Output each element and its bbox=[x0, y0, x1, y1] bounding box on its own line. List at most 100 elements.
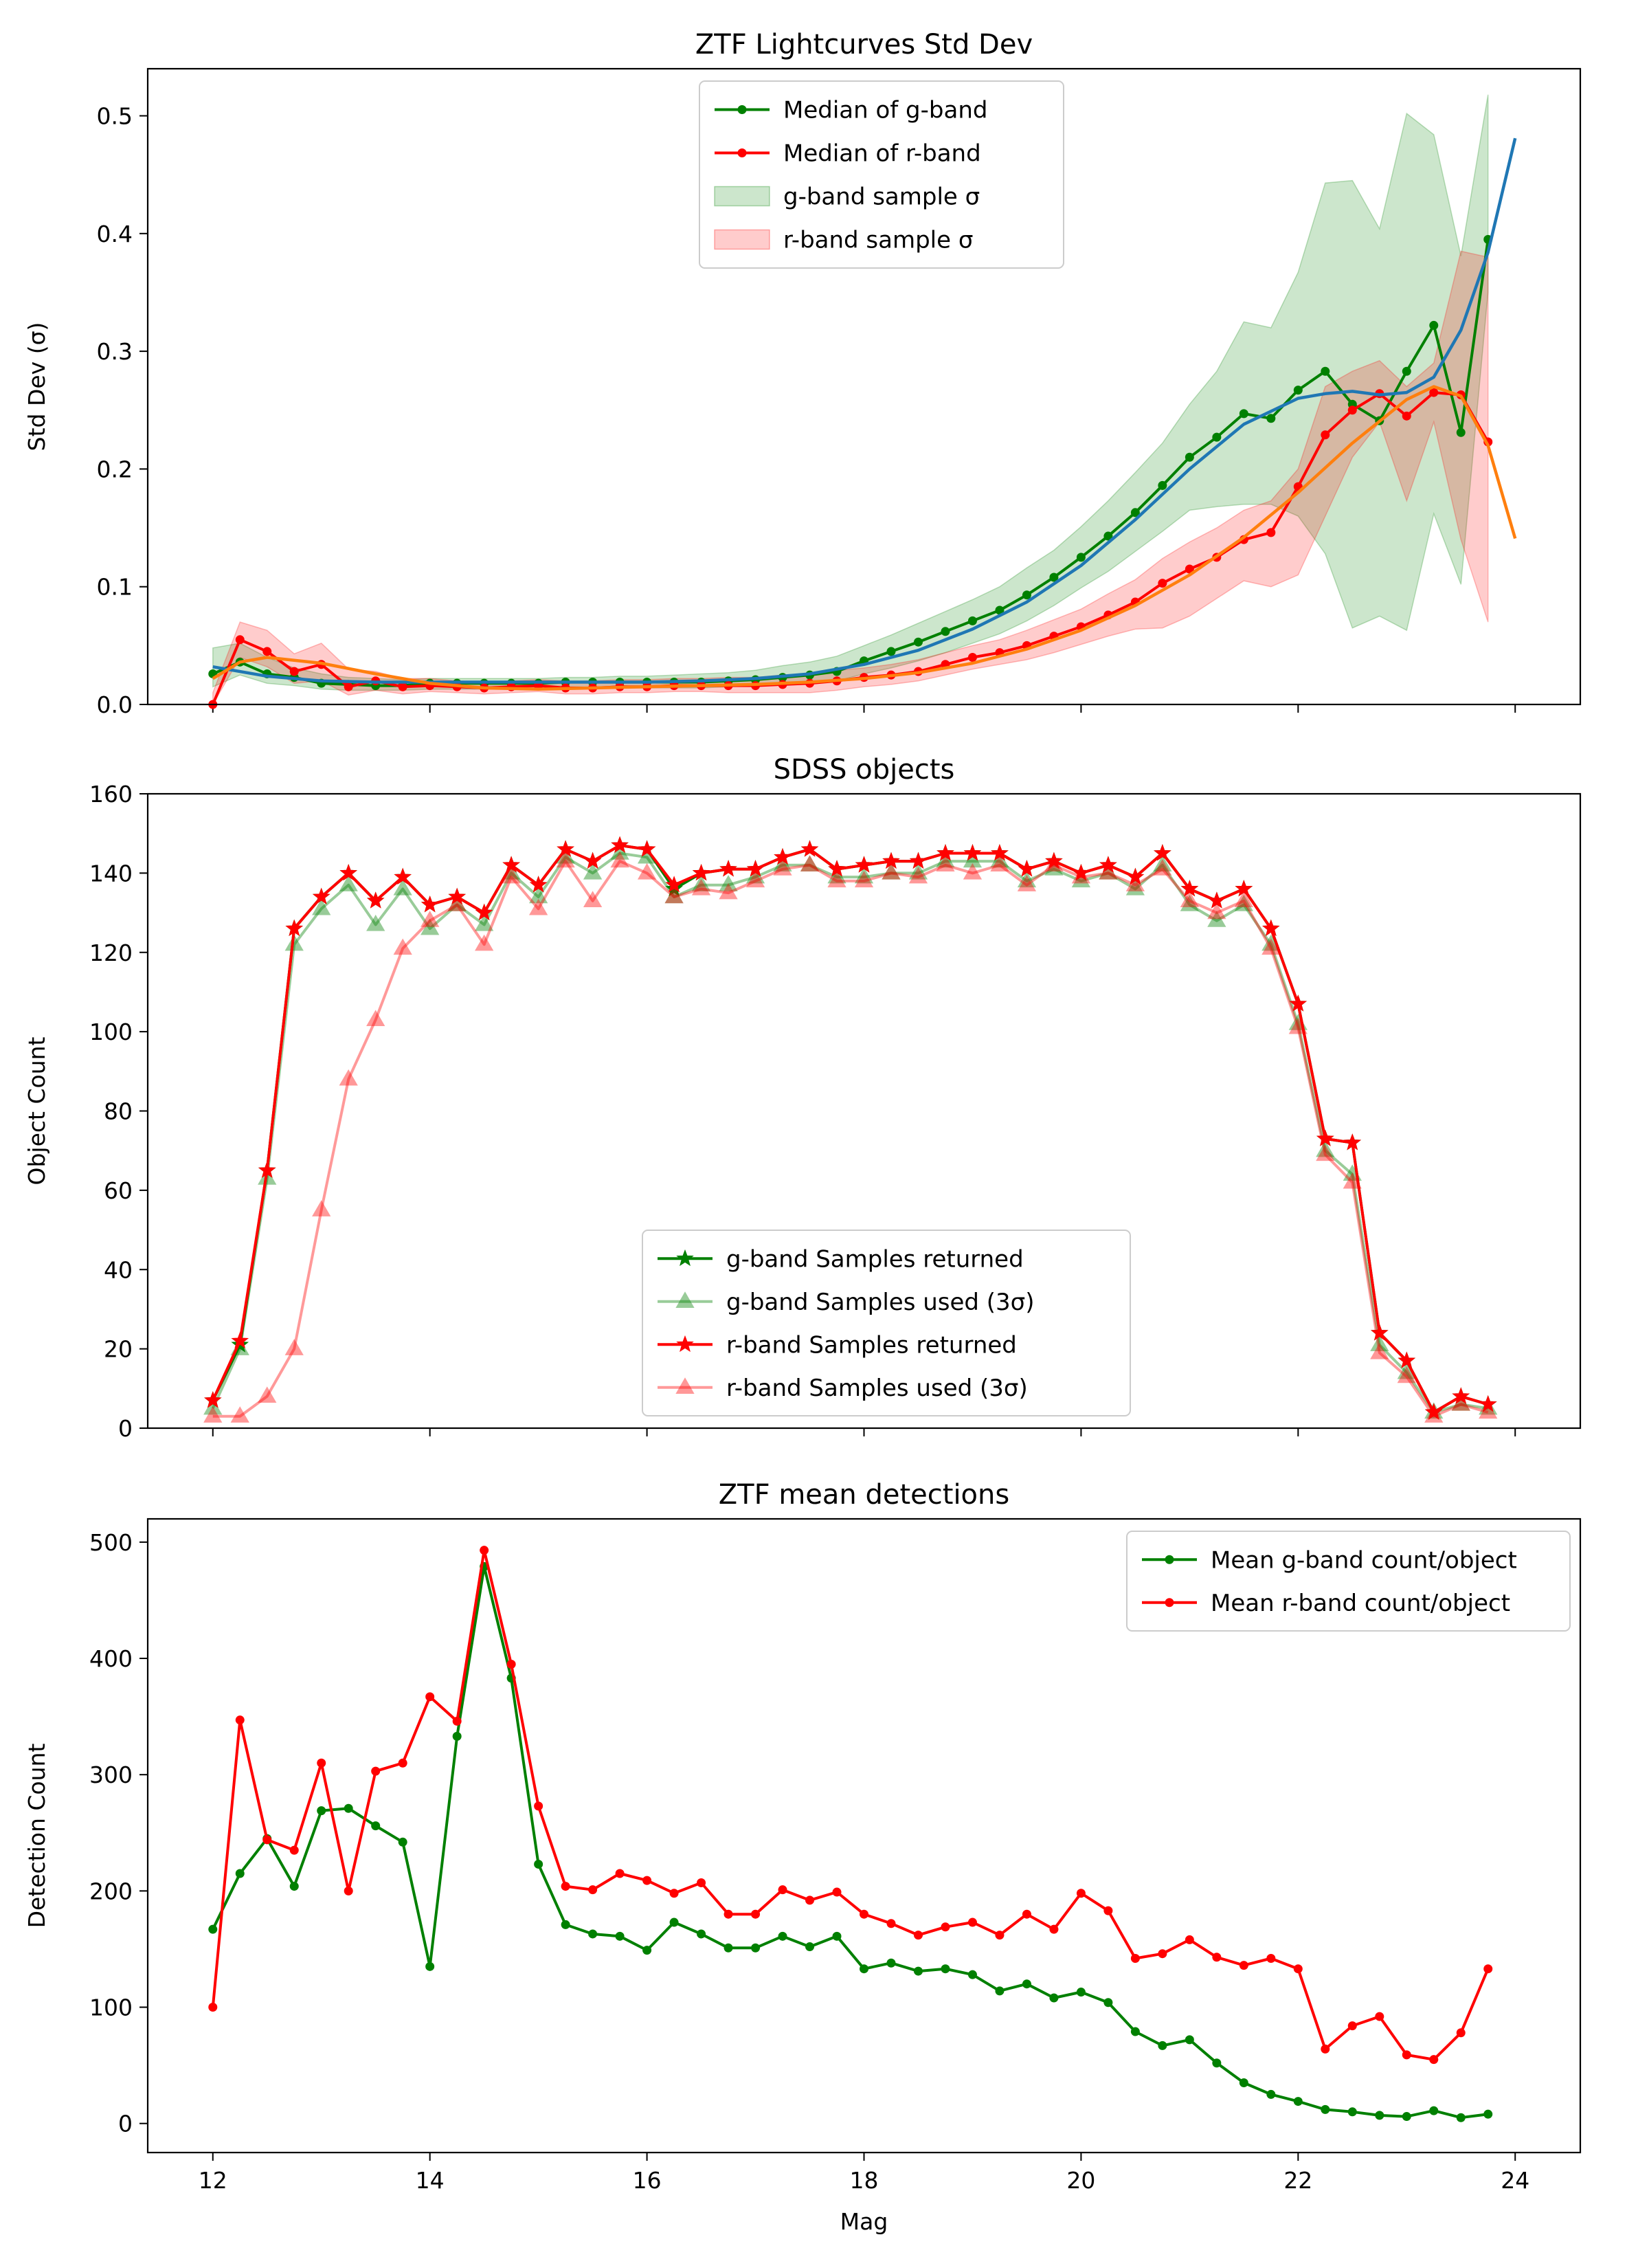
sdss-ticks: 0 20 40 60 80 100 120 140 160 bbox=[89, 781, 1516, 1442]
data-point bbox=[778, 1931, 787, 1941]
detections-lines bbox=[208, 1546, 1493, 2122]
data-point bbox=[1479, 1394, 1497, 1412]
data-point bbox=[420, 918, 440, 935]
legend-item[interactable]: r-band sample σ bbox=[714, 227, 973, 254]
data-point bbox=[669, 1917, 679, 1927]
data-point bbox=[502, 867, 521, 884]
data-point bbox=[691, 875, 711, 891]
data-point bbox=[941, 1922, 950, 1932]
data-point bbox=[1022, 1979, 1031, 1989]
data-point bbox=[1185, 452, 1194, 462]
data-point bbox=[1208, 891, 1226, 909]
data-point bbox=[1316, 1129, 1334, 1146]
data-point bbox=[1429, 388, 1439, 397]
data-point bbox=[317, 1758, 326, 1768]
data-point bbox=[637, 863, 657, 880]
data-point bbox=[1266, 2089, 1276, 2099]
data-point bbox=[317, 1806, 326, 1816]
data-point bbox=[669, 1889, 679, 1898]
data-point bbox=[561, 1920, 570, 1929]
legend-box bbox=[642, 1230, 1131, 1416]
series-line-1 bbox=[211, 852, 1488, 1414]
legend-swatch bbox=[714, 186, 770, 207]
series-line-1 bbox=[211, 1548, 1490, 2061]
data-point bbox=[774, 847, 792, 865]
data-point bbox=[941, 1964, 950, 1974]
series-line-2 bbox=[211, 844, 1489, 1414]
data-point bbox=[1071, 867, 1091, 884]
data-point bbox=[1424, 1403, 1443, 1420]
data-point bbox=[556, 851, 575, 868]
data-point bbox=[534, 1859, 543, 1869]
legend-label: Median of g-band bbox=[783, 97, 987, 124]
data-point bbox=[203, 1406, 223, 1423]
data-point bbox=[425, 1961, 435, 1971]
data-point bbox=[828, 860, 846, 877]
data-point bbox=[1018, 860, 1036, 877]
legend-item[interactable]: g-band Samples returned bbox=[658, 1245, 1024, 1273]
data-point bbox=[1234, 891, 1253, 907]
data-point bbox=[1293, 1964, 1303, 1974]
data-point bbox=[258, 1161, 276, 1178]
data-point bbox=[664, 887, 684, 904]
data-point bbox=[855, 856, 873, 873]
data-point bbox=[1316, 1140, 1335, 1157]
legend-item[interactable]: g-band Samples used (3σ) bbox=[658, 1289, 1035, 1316]
legend-item[interactable]: Mean g-band count/object bbox=[1142, 1546, 1517, 1574]
legend-swatch bbox=[714, 229, 770, 250]
data-point bbox=[1266, 1953, 1276, 1963]
detections-legend[interactable]: Mean g-band count/object Mean r-band coun… bbox=[1126, 1531, 1571, 1632]
legend-item[interactable]: Mean r-band count/object bbox=[1142, 1590, 1510, 1617]
data-point bbox=[339, 875, 358, 891]
data-point bbox=[1207, 902, 1226, 920]
data-point bbox=[285, 919, 304, 936]
data-point bbox=[235, 1715, 245, 1725]
data-point bbox=[231, 1331, 249, 1348]
data-point bbox=[393, 878, 412, 896]
y-tick-label: 0.0 bbox=[97, 691, 133, 718]
data-point bbox=[339, 863, 357, 881]
data-point bbox=[583, 852, 602, 869]
data-point bbox=[1185, 2035, 1194, 2045]
series-line-3 bbox=[212, 860, 1489, 1418]
data-point bbox=[805, 1895, 815, 1905]
data-point bbox=[1130, 2027, 1140, 2036]
data-point bbox=[258, 1386, 277, 1403]
data-point bbox=[691, 878, 711, 896]
data-point bbox=[886, 647, 896, 656]
data-point bbox=[692, 863, 710, 881]
data-point bbox=[936, 855, 955, 872]
std-dev-legend[interactable]: Median of g-band Median of r-band g-band s… bbox=[699, 80, 1064, 269]
legend-item[interactable]: Median of r-band bbox=[715, 140, 981, 168]
std-dev-ticks: 0.0 0.1 0.2 0.3 0.4 0.5 bbox=[97, 103, 1516, 718]
y-tick-label: 300 bbox=[89, 1761, 133, 1788]
data-point bbox=[1153, 859, 1172, 876]
data-point bbox=[963, 863, 983, 880]
data-point bbox=[1321, 366, 1330, 376]
data-point bbox=[1343, 1133, 1362, 1150]
data-point bbox=[800, 855, 820, 872]
data-point bbox=[800, 840, 819, 857]
detections-title: ZTF mean detections bbox=[719, 1479, 1009, 1511]
legend-item[interactable]: r-band Samples returned bbox=[658, 1331, 1017, 1359]
data-point bbox=[1185, 1935, 1194, 1944]
data-point bbox=[312, 1200, 331, 1216]
sdss-legend[interactable]: g-band Samples returned g-band Samples us… bbox=[642, 1230, 1131, 1416]
legend-item[interactable]: Median of g-band bbox=[715, 97, 987, 124]
legend-label: Mean r-band count/object bbox=[1211, 1590, 1510, 1617]
data-point bbox=[1158, 2041, 1167, 2050]
data-point bbox=[1347, 405, 1357, 415]
series-line-0 bbox=[212, 1565, 1488, 2120]
data-point bbox=[1235, 880, 1253, 897]
y-tick-label: 0.1 bbox=[97, 574, 133, 601]
legend-item[interactable]: g-band sample σ bbox=[714, 184, 980, 211]
legend-marker bbox=[1165, 1598, 1174, 1608]
data-point bbox=[1321, 2104, 1330, 2114]
legend-item[interactable]: r-band Samples used (3σ) bbox=[658, 1375, 1028, 1402]
y-tick-label: 400 bbox=[89, 1645, 133, 1672]
data-point bbox=[1076, 1988, 1086, 1997]
data-point bbox=[1076, 553, 1086, 562]
data-point bbox=[1429, 2055, 1439, 2065]
data-point bbox=[557, 840, 574, 857]
data-point bbox=[339, 1069, 358, 1086]
